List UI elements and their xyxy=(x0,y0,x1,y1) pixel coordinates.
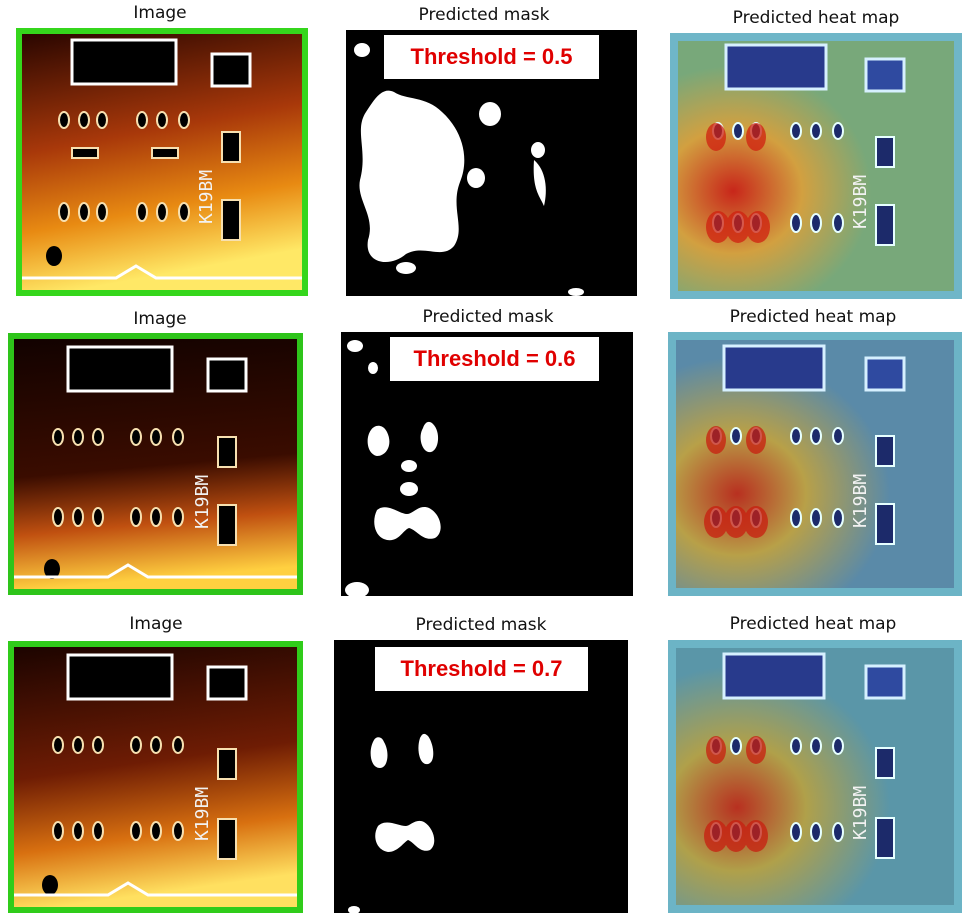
input-image-panel: K19BM xyxy=(8,641,303,913)
input-image-panel: K19BM xyxy=(8,333,303,595)
heatmap-image: K19BM xyxy=(668,640,962,913)
image-title: Image xyxy=(133,3,187,23)
board-marking: K19BM xyxy=(850,474,871,528)
threshold-label: Threshold = 0.7 xyxy=(375,647,588,691)
input-image-panel: K19BM xyxy=(16,28,308,296)
threshold-label: Threshold = 0.5 xyxy=(384,35,599,79)
threshold-label: Threshold = 0.6 xyxy=(390,337,599,381)
heatmap-image: K19BM xyxy=(670,33,962,299)
board-marking: K19BM xyxy=(850,786,871,840)
heatmap-title: Predicted heat map xyxy=(729,307,897,327)
heatmap-title: Predicted heat map xyxy=(729,614,897,634)
image-title: Image xyxy=(129,614,183,634)
board-marking: K19BM xyxy=(192,475,213,529)
heatmap-panel: K19BM xyxy=(668,640,962,913)
mask-title: Predicted mask xyxy=(418,5,550,25)
heatmap-title: Predicted heat map xyxy=(732,8,900,28)
image-title: Image xyxy=(133,309,187,329)
pcb-image: K19BM xyxy=(8,333,303,595)
pcb-image: K19BM xyxy=(8,641,303,913)
heatmap-panel: K19BM xyxy=(668,332,962,596)
board-marking: K19BM xyxy=(196,170,217,224)
board-marking: K19BM xyxy=(850,175,871,229)
heatmap-image: K19BM xyxy=(668,332,962,596)
mask-title: Predicted mask xyxy=(415,615,547,635)
pcb-image: K19BM xyxy=(16,28,308,296)
heatmap-panel: K19BM xyxy=(670,33,962,299)
board-marking: K19BM xyxy=(192,787,213,841)
mask-title: Predicted mask xyxy=(422,307,554,327)
